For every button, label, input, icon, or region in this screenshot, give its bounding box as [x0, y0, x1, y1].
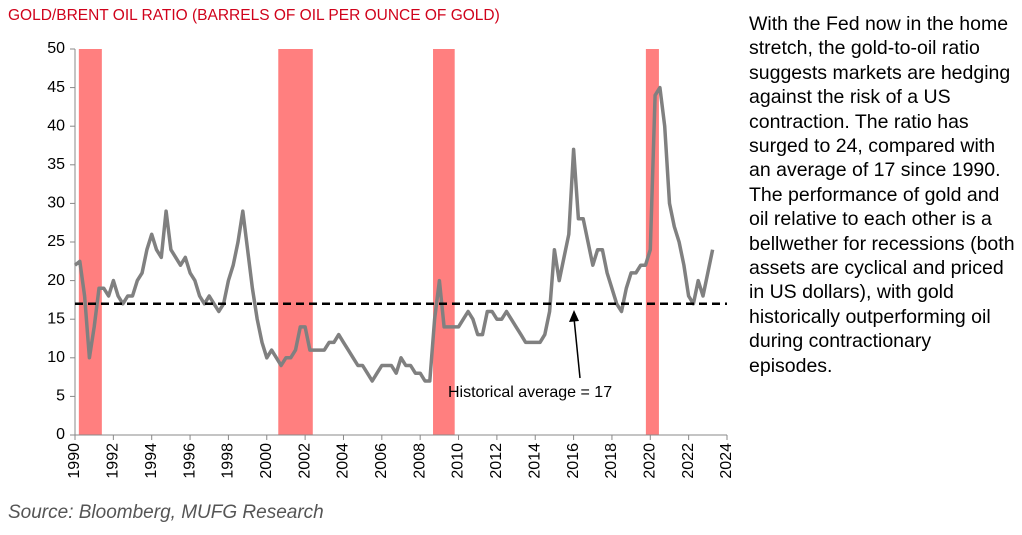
- y-tick-label: 40: [47, 117, 65, 134]
- x-tick-label: 2000: [258, 443, 275, 479]
- annotation-arrow: [573, 317, 581, 379]
- x-tick-label: 1994: [143, 443, 160, 479]
- x-tick-label: 2024: [718, 443, 735, 479]
- y-tick-label: 25: [47, 233, 65, 250]
- y-tick-label: 15: [47, 310, 65, 327]
- source: Source: Bloomberg, MUFG Research: [8, 502, 324, 523]
- y-tick-label: 0: [56, 426, 65, 443]
- x-tick-label: 2004: [335, 443, 352, 479]
- commentary: With the Fed now in the home stretch, th…: [749, 13, 1015, 377]
- x-tick-label: 2016: [565, 443, 582, 479]
- x-tick-label: 1990: [66, 443, 83, 479]
- y-tick-label: 50: [47, 40, 65, 57]
- recession-band: [645, 49, 659, 435]
- x-tick-label: 2002: [296, 443, 313, 479]
- y-tick-label: 10: [47, 349, 65, 366]
- recession-band: [278, 49, 313, 435]
- x-tick-label: 2020: [642, 443, 659, 479]
- x-tick-label: 2014: [526, 443, 543, 479]
- y-tick-label: 45: [47, 79, 65, 96]
- ratio-line: [73, 85, 715, 383]
- y-tick-label: 20: [47, 272, 65, 289]
- x-tick-label: 1996: [181, 443, 198, 479]
- y-tick-label: 5: [56, 388, 65, 405]
- x-tick-label: 2006: [373, 443, 390, 479]
- recession-band: [78, 49, 102, 435]
- y-tick-label: 35: [47, 156, 65, 173]
- x-tick-label: 1998: [220, 443, 237, 479]
- x-tick-label: 2022: [680, 443, 697, 479]
- reference-label: Historical average = 17: [448, 384, 612, 401]
- x-tick-label: 2018: [603, 443, 620, 479]
- x-tick-label: 2012: [488, 443, 505, 479]
- recession-band: [433, 49, 455, 435]
- x-tick-label: 2008: [411, 443, 428, 479]
- x-tick-label: 2010: [450, 443, 467, 479]
- x-tick-label: 1992: [105, 443, 122, 479]
- arrow-head: [569, 310, 579, 322]
- chart-title: GOLD/BRENT OIL RATIO (BARRELS OF OIL PER…: [8, 7, 500, 24]
- y-tick-label: 30: [47, 195, 65, 212]
